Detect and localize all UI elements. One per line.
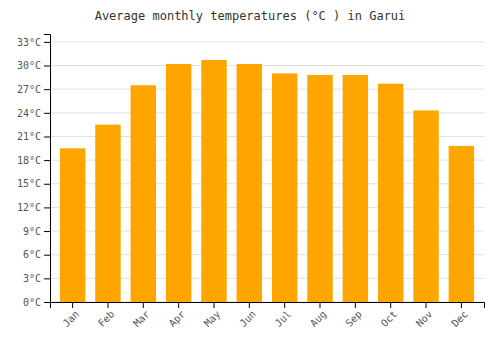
x-tick-mark bbox=[107, 302, 108, 308]
y-tick-mark bbox=[44, 66, 50, 67]
x-axis-line bbox=[51, 303, 485, 309]
chart: 0°C 3°C 6°C 9°C 12°C 15°C 18°C 21°C 24°C 27°C 30°C… bbox=[0, 0, 500, 350]
y-tick-label: 24°C bbox=[17, 108, 41, 119]
y-tick: 21°C bbox=[17, 131, 50, 142]
grid-line bbox=[50, 41, 484, 42]
x-tick-mark bbox=[461, 302, 462, 308]
y-tick: 30°C bbox=[17, 60, 50, 71]
x-tick-mark bbox=[178, 302, 179, 308]
bar bbox=[237, 64, 262, 302]
y-tick-mark bbox=[44, 231, 50, 232]
y-tick-label: 0°C bbox=[23, 297, 41, 308]
y-tick: 12°C bbox=[17, 202, 50, 213]
y-tick-mark bbox=[44, 89, 50, 90]
y-tick-label: 15°C bbox=[17, 178, 41, 189]
x-tick-label: Apr bbox=[167, 308, 188, 329]
x-tick-label: Sep bbox=[343, 308, 364, 329]
y-tick-mark bbox=[44, 160, 50, 161]
x-tick: May bbox=[202, 302, 223, 329]
x-tick: Jan bbox=[61, 302, 82, 329]
bar bbox=[449, 146, 474, 302]
y-tick: 15°C bbox=[17, 178, 50, 189]
y-tick-label: 18°C bbox=[17, 155, 41, 166]
y-tick-mark bbox=[44, 184, 50, 185]
x-tick-mark bbox=[213, 302, 214, 308]
y-tick-label: 33°C bbox=[17, 37, 41, 48]
x-tick-label: Nov bbox=[414, 308, 435, 329]
y-tick-label: 12°C bbox=[17, 202, 41, 213]
x-tick: Sep bbox=[343, 302, 364, 329]
x-tick-mark bbox=[355, 302, 356, 308]
bar bbox=[60, 148, 85, 302]
bar bbox=[201, 60, 226, 302]
y-tick-label: 30°C bbox=[17, 60, 41, 71]
x-tick: Jul bbox=[273, 302, 294, 329]
x-tick-label: Mar bbox=[131, 308, 152, 329]
y-axis-line bbox=[44, 35, 51, 303]
x-tick-mark bbox=[284, 302, 285, 308]
x-tick: Aug bbox=[308, 302, 329, 329]
x-tick: Jun bbox=[237, 302, 258, 329]
y-tick-label: 21°C bbox=[17, 131, 41, 142]
bar bbox=[95, 125, 120, 302]
y-tick-mark bbox=[44, 42, 50, 43]
x-tick: Mar bbox=[131, 302, 152, 329]
bar bbox=[343, 75, 368, 302]
bar bbox=[272, 73, 297, 302]
grid bbox=[50, 42, 484, 302]
y-tick-label: 27°C bbox=[17, 84, 41, 95]
y-axis: 0°C 3°C 6°C 9°C 12°C 15°C 18°C 21°C 24°C 27°C 30°C… bbox=[17, 35, 51, 308]
x-tick-label: Feb bbox=[96, 308, 117, 329]
x-tick: Apr bbox=[167, 302, 188, 329]
y-tick-mark bbox=[44, 278, 50, 279]
bar bbox=[378, 84, 403, 302]
y-tick: 0°C bbox=[23, 297, 50, 308]
x-axis: Jan Feb Mar Apr May Jun Jul Aug Sep Oct Nov Dec bbox=[51, 302, 485, 329]
y-tick-mark bbox=[44, 255, 50, 256]
y-tick: 33°C bbox=[17, 37, 50, 48]
bar bbox=[131, 85, 156, 302]
bar bbox=[413, 110, 438, 302]
y-tick-mark bbox=[44, 136, 50, 137]
y-tick-mark bbox=[44, 302, 50, 303]
x-tick-label: Oct bbox=[379, 308, 400, 329]
x-tick-mark bbox=[249, 302, 250, 308]
x-tick-mark bbox=[72, 302, 73, 308]
bar bbox=[166, 64, 191, 302]
x-tick-label: Dec bbox=[449, 308, 470, 329]
bar bbox=[307, 75, 332, 302]
y-tick: 18°C bbox=[17, 155, 50, 166]
y-tick: 27°C bbox=[17, 84, 50, 95]
x-tick-mark bbox=[390, 302, 391, 308]
x-tick-mark bbox=[143, 302, 144, 308]
y-tick-mark bbox=[44, 207, 50, 208]
y-tick-label: 3°C bbox=[23, 273, 41, 284]
x-tick: Dec bbox=[449, 302, 470, 329]
plot: 0°C 3°C 6°C 9°C 12°C 15°C 18°C 21°C 24°C 27°C 30°C… bbox=[17, 35, 485, 329]
grid-line bbox=[50, 89, 484, 90]
bars bbox=[60, 60, 474, 302]
x-tick: Oct bbox=[379, 302, 400, 329]
x-tick-label: Jun bbox=[237, 308, 258, 329]
y-tick: 6°C bbox=[23, 249, 50, 260]
y-tick-mark bbox=[44, 113, 50, 114]
x-tick-label: Jul bbox=[273, 308, 294, 329]
grid-line bbox=[50, 65, 484, 66]
x-tick: Feb bbox=[96, 302, 117, 329]
x-tick-label: May bbox=[202, 308, 223, 329]
x-tick: Nov bbox=[414, 302, 435, 329]
x-tick-label: Jan bbox=[61, 308, 82, 329]
y-tick: 24°C bbox=[17, 108, 50, 119]
x-tick-mark bbox=[426, 302, 427, 308]
y-tick-label: 6°C bbox=[23, 249, 41, 260]
x-tick-mark bbox=[320, 302, 321, 308]
y-tick: 3°C bbox=[23, 273, 50, 284]
y-tick-label: 9°C bbox=[23, 226, 41, 237]
title: Average monthly temperatures (°C ) in Ga… bbox=[95, 9, 406, 23]
x-tick-label: Aug bbox=[308, 308, 329, 329]
y-tick: 9°C bbox=[23, 226, 50, 237]
